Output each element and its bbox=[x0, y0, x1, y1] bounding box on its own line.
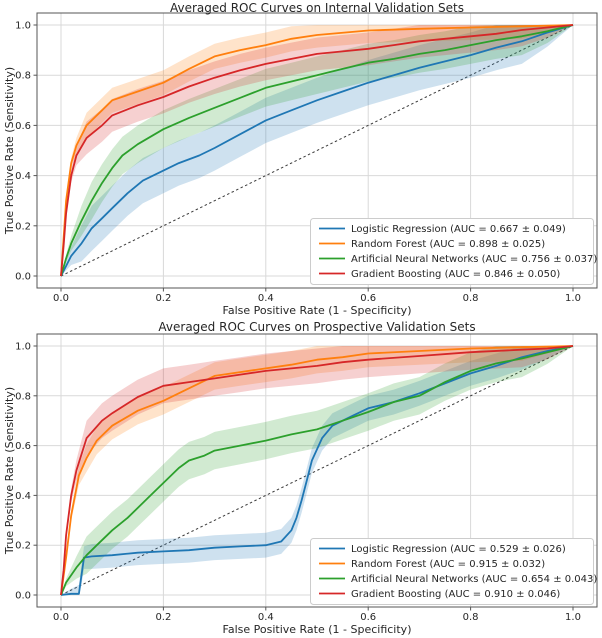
y-tick-label: 0.6 bbox=[15, 441, 31, 452]
legend-label-artificial-neural-networks: Artificial Neural Networks (AUC = 0.654 … bbox=[351, 574, 597, 585]
axis-ticks bbox=[33, 345, 574, 611]
chart-title: Averaged ROC Curves on Internal Validati… bbox=[170, 1, 464, 15]
y-tick-label: 1.0 bbox=[15, 21, 31, 32]
roc-curve-logistic-regression bbox=[60, 24, 574, 277]
x-tick-label: 1.0 bbox=[565, 612, 581, 623]
x-tick-label: 0.4 bbox=[258, 612, 274, 623]
y-axis-label: True Positive Rate (Sensitivity) bbox=[3, 67, 16, 235]
y-tick-label: 0.8 bbox=[15, 71, 31, 82]
legend-label-random-forest: Random Forest (AUC = 0.915 ± 0.032) bbox=[351, 559, 545, 570]
y-tick-label: 0.8 bbox=[15, 391, 31, 402]
y-tick-label: 0.2 bbox=[15, 221, 31, 232]
x-tick-label: 0.8 bbox=[463, 293, 479, 304]
legend-label-random-forest: Random Forest (AUC = 0.898 ± 0.025) bbox=[351, 239, 545, 250]
y-tick-label: 1.0 bbox=[15, 342, 31, 353]
x-tick-label: 0.2 bbox=[155, 612, 171, 623]
axes-spines bbox=[36, 333, 598, 608]
axes-spines bbox=[36, 12, 598, 289]
y-tick-label: 0.2 bbox=[15, 541, 31, 552]
confidence-band-logistic-regression bbox=[61, 25, 573, 276]
x-tick-label: 0.2 bbox=[155, 293, 171, 304]
roc-curve-gradient-boosting bbox=[60, 345, 574, 596]
y-tick-label: 0.4 bbox=[15, 491, 31, 502]
roc-chart-internal: 0.0 0.2 0.4 0.6 0.8 1.0 0.0 0.2 0.4 0.6 0.8 1.0 Aver… bbox=[3, 1, 598, 317]
y-tick-label: 0.0 bbox=[15, 272, 31, 283]
y-tick-label: 0.4 bbox=[15, 171, 31, 182]
y-tick-label: 0.0 bbox=[15, 591, 31, 602]
gridlines bbox=[37, 334, 597, 607]
x-tick-label: 1.0 bbox=[565, 293, 581, 304]
x-tick-label: 0.4 bbox=[258, 293, 274, 304]
axis-ticks bbox=[33, 24, 574, 292]
legend-label-logistic-regression: Logistic Regression (AUC = 0.529 ± 0.026… bbox=[351, 544, 566, 555]
legend-label-logistic-regression: Logistic Regression (AUC = 0.667 ± 0.049… bbox=[351, 224, 566, 235]
confidence-band-artificial-neural-networks bbox=[61, 346, 573, 595]
roc-curve-random-forest bbox=[60, 24, 574, 277]
legend-box bbox=[310, 538, 594, 605]
y-tick-label: 0.6 bbox=[15, 121, 31, 132]
roc-curve-gradient-boosting bbox=[60, 24, 574, 277]
chart-title: Averaged ROC Curves on Prospective Valid… bbox=[158, 320, 475, 334]
roc-curve-artificial-neural-networks bbox=[60, 345, 574, 596]
legend: Logistic Regression (AUC = 0.667 ± 0.049… bbox=[310, 218, 597, 285]
x-tick-label: 0.6 bbox=[360, 293, 376, 304]
legend-label-gradient-boosting: Gradient Boosting (AUC = 0.846 ± 0.050) bbox=[351, 269, 560, 280]
roc-curve-artificial-neural-networks bbox=[60, 24, 574, 277]
x-tick-label: 0.6 bbox=[360, 612, 376, 623]
roc-curve-random-forest bbox=[60, 345, 574, 596]
y-axis-label: True Positive Rate (Sensitivity) bbox=[3, 387, 16, 555]
confidence-band-gradient-boosting bbox=[61, 25, 573, 276]
x-tick-label: 0.8 bbox=[463, 612, 479, 623]
x-tick-label: 0.0 bbox=[53, 612, 69, 623]
legend-box bbox=[310, 218, 594, 285]
chance-diagonal-line bbox=[60, 24, 574, 277]
legend-label-artificial-neural-networks: Artificial Neural Networks (AUC = 0.756 … bbox=[351, 254, 597, 265]
x-tick-label: 0.0 bbox=[53, 293, 69, 304]
legend: Logistic Regression (AUC = 0.529 ± 0.026… bbox=[310, 538, 597, 605]
x-axis-label: False Positive Rate (1 - Specificity) bbox=[223, 304, 412, 317]
roc-chart-prospective: 0.0 0.2 0.4 0.6 0.8 1.0 0.0 0.2 0.4 0.6 0.8 1.0 Aver… bbox=[3, 320, 598, 636]
legend-label-gradient-boosting: Gradient Boosting (AUC = 0.910 ± 0.046) bbox=[351, 589, 560, 600]
x-axis-label: False Positive Rate (1 - Specificity) bbox=[223, 623, 412, 636]
